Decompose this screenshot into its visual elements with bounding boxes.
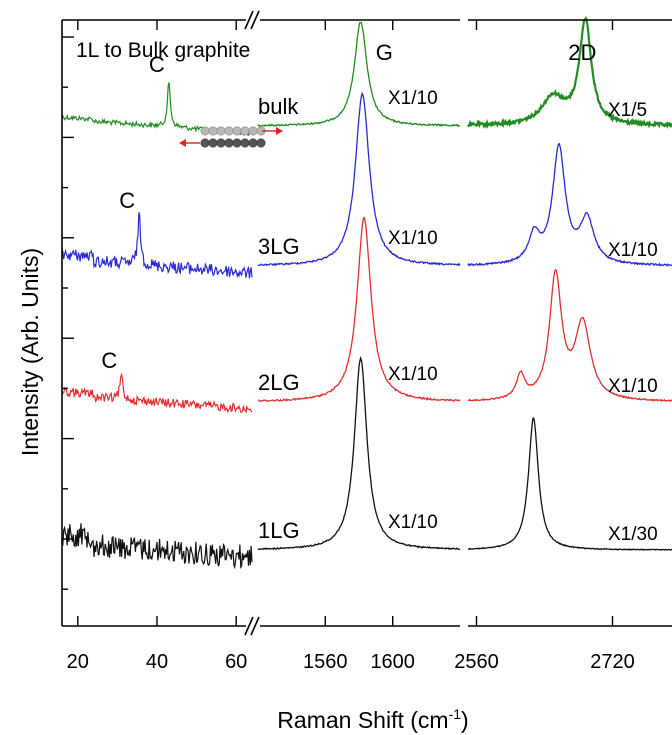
trace-low-1LG bbox=[61, 523, 253, 570]
trace-g-3LG bbox=[257, 91, 461, 267]
axes bbox=[61, 10, 672, 636]
scale-label-2d-2LG: X1/10 bbox=[608, 376, 658, 397]
trace-g-2LG bbox=[257, 216, 461, 403]
peak-label-g: G bbox=[376, 40, 393, 65]
trace-low-2LG bbox=[61, 372, 253, 414]
scale-label-2d-1LG: X1/30 bbox=[608, 524, 658, 545]
trace-g-bulk bbox=[257, 21, 460, 128]
trace-2d-2LG bbox=[467, 269, 672, 403]
x-axis-label: Raman Shift (cm-1) bbox=[277, 706, 468, 733]
scale-label-g-2LG: X1/10 bbox=[388, 364, 438, 385]
x-tick-label: 20 bbox=[67, 651, 89, 673]
scale-label-2d-3LG: X1/10 bbox=[608, 240, 658, 261]
c-peak-label-3LG: C bbox=[119, 188, 135, 213]
x-tick-label: 2560 bbox=[454, 651, 499, 673]
axis-break-bottom bbox=[244, 616, 260, 636]
series-label-2LG: 2LG bbox=[258, 370, 300, 395]
trace-2d-1LG bbox=[467, 417, 672, 551]
trace-2d-3LG bbox=[467, 142, 672, 267]
trace-2d-bulk bbox=[467, 16, 672, 130]
shear-mode-schematic bbox=[179, 126, 283, 148]
scale-label-g-bulk: X1/10 bbox=[388, 88, 438, 109]
axis-break-top bbox=[244, 10, 260, 30]
peak-label-2d: 2D bbox=[568, 40, 596, 65]
series-label-bulk: bulk bbox=[258, 94, 299, 119]
series-label-1LG: 1LG bbox=[258, 518, 300, 543]
spectra-traces bbox=[61, 16, 672, 570]
x-tick-label: 1560 bbox=[303, 651, 348, 673]
y-axis-label: Intensity (Arb. Units) bbox=[17, 248, 43, 456]
c-peak-label-bulk: C bbox=[149, 52, 165, 77]
scale-label-2d-bulk: X1/5 bbox=[608, 100, 647, 121]
chart-title: 1L to Bulk graphite bbox=[76, 39, 250, 62]
series-label-3LG: 3LG bbox=[258, 234, 300, 259]
x-tick-label: 40 bbox=[146, 651, 168, 673]
scale-label-g-3LG: X1/10 bbox=[388, 228, 438, 249]
chart-labels: 20 40 60 1560 1600 2560 2720 G 2D bulk X1/10 X1/5 3L… bbox=[67, 40, 658, 673]
tick-marks bbox=[62, 20, 614, 626]
scale-label-g-1LG: X1/10 bbox=[388, 512, 438, 533]
c-peak-label-2LG: C bbox=[101, 348, 117, 373]
x-tick-label: 60 bbox=[225, 651, 247, 673]
x-tick-label: 2720 bbox=[590, 651, 635, 673]
trace-low-3LG bbox=[61, 212, 253, 279]
x-axis-label-main: Raman Shift (cm bbox=[277, 707, 448, 733]
x-tick-label: 1600 bbox=[370, 651, 415, 673]
x-axis-label-close: ) bbox=[461, 707, 469, 733]
trace-g-1LG bbox=[257, 355, 461, 551]
x-axis-label-superscript: -1 bbox=[449, 706, 462, 722]
